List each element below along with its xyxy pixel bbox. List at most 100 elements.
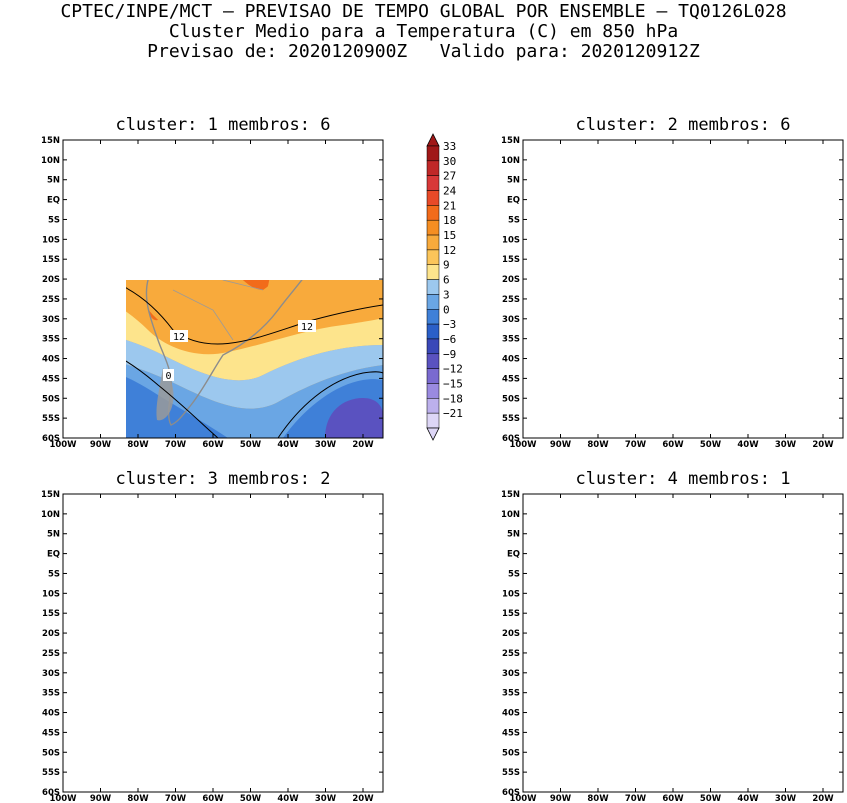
temperature-region [126, 377, 228, 438]
temperature-region [523, 494, 843, 574]
svg-text:0: 0 [89, 744, 95, 755]
temperature-region [325, 398, 383, 438]
temperature-region [601, 201, 715, 299]
colorbar-label: 6 [443, 274, 450, 287]
temperature-region [63, 649, 383, 729]
temperature-region [595, 604, 614, 639]
lat-tick-label: 55S [42, 768, 60, 778]
lon-tick-label: 60W [662, 794, 684, 803]
svg-text:12: 12 [636, 301, 648, 312]
lon-tick-label: 80W [587, 794, 609, 803]
svg-text:0: 0 [685, 428, 691, 439]
contour-label: 12 [567, 640, 585, 653]
lat-tick-label: 50S [502, 748, 520, 758]
colorbar-label: −21 [443, 407, 463, 420]
lat-tick-label: 15N [501, 136, 520, 146]
lat-tick-label: 20S [502, 629, 520, 639]
lon-tick-label: 40W [277, 440, 299, 450]
lon-tick-label: 90W [550, 440, 572, 450]
lat-tick-label: 5N [47, 176, 60, 186]
lat-tick-label: 50S [42, 748, 60, 758]
lat-tick-label: 40S [502, 355, 520, 365]
lon-tick-label: 60W [662, 440, 684, 450]
contour-label: 12 [633, 299, 651, 312]
temperature-region [126, 311, 383, 381]
svg-text:12: 12 [682, 710, 694, 721]
lon-tick-label: 70W [625, 794, 647, 803]
temperature-region [63, 712, 383, 792]
contour-label: 12 [298, 320, 316, 333]
lon-tick-label: 80W [127, 440, 149, 450]
temperature-region [523, 250, 843, 361]
temperature-region [63, 589, 383, 704]
lat-tick-label: 25S [502, 649, 520, 659]
patagonia-land [156, 368, 174, 421]
lon-tick-label: 90W [550, 794, 572, 803]
colorbar-swatch [426, 398, 440, 414]
contour-label: 12 [795, 668, 813, 681]
colorbar-swatch [426, 294, 440, 310]
lat-tick-label: 45S [502, 374, 520, 384]
temperature-region [523, 298, 843, 383]
lat-tick-label: 55S [502, 768, 520, 778]
lat-tick-label: 10S [42, 589, 60, 599]
contour-label: 12 [169, 686, 187, 699]
contour-label: 12 [735, 667, 753, 680]
panel-title: cluster: 3 membros: 2 [116, 469, 331, 489]
country-borders [633, 534, 733, 694]
map-panel-cluster-2: cluster: 2 membros: 6 12 12 12 0 0 0 15N 10N 5N EQ… [501, 115, 844, 450]
isoline-12 [126, 287, 384, 345]
temperature-region [63, 719, 208, 792]
temperature-region [523, 686, 843, 758]
map-frame [62, 139, 384, 439]
temperature-region [642, 289, 689, 339]
lat-tick-label: EQ [47, 550, 60, 560]
svg-text:12: 12 [177, 657, 189, 668]
temperature-region [523, 724, 661, 792]
lat-tick-label: 15S [42, 609, 60, 619]
colorbar-swatch [426, 279, 440, 295]
colorbar-top-arrow [426, 133, 440, 147]
contour-label: 12 [735, 323, 753, 336]
lat-tick-label: 60S [502, 788, 520, 798]
colorbar-swatch [426, 264, 440, 280]
lat-tick-label: 25S [42, 649, 60, 659]
lat-tick-label: 15S [502, 609, 520, 619]
colorbar-label: 9 [443, 259, 450, 272]
temperature-region [63, 684, 383, 755]
lon-tick-label: 50W [700, 794, 722, 803]
contour-label: 12 [632, 333, 650, 346]
colorbar-swatch [426, 145, 440, 162]
lon-tick-label: 20W [352, 440, 374, 450]
lat-tick-label: 30S [42, 669, 60, 679]
patagonia-land [616, 722, 633, 774]
contour-label: 0 [581, 395, 592, 408]
lat-tick-label: 10N [41, 156, 60, 166]
lon-tick-label: 20W [812, 794, 834, 803]
lon-tick-label: 40W [277, 794, 299, 803]
svg-text:12: 12 [172, 688, 184, 699]
lat-tick-label: 10N [41, 510, 60, 520]
temperature-region [523, 714, 843, 792]
map-frame [62, 493, 384, 793]
colorbar-label: 21 [443, 199, 456, 212]
colorbar-swatch [426, 353, 440, 369]
map-frame [522, 493, 844, 793]
contour-label: 12 [679, 708, 697, 721]
temperature-region [278, 726, 383, 792]
temperature-field: 12 12 0 0 [126, 280, 384, 439]
lat-tick-label: 10N [501, 156, 520, 166]
lat-tick-label: EQ [507, 550, 520, 560]
svg-text:0: 0 [525, 690, 531, 701]
lat-tick-label: 10S [42, 235, 60, 245]
colorbar-swatch [426, 368, 440, 384]
lat-tick-label: 35S [42, 335, 60, 345]
colorbar-label: 0 [443, 303, 450, 316]
lat-tick-label: 35S [502, 335, 520, 345]
colorbar-swatch [426, 309, 440, 325]
contour-label: 0 [683, 426, 694, 439]
map-panel-cluster-1: cluster: 1 membros: 612120015N10N5NEQ5S1… [41, 115, 384, 450]
patagonia-land [616, 368, 633, 420]
